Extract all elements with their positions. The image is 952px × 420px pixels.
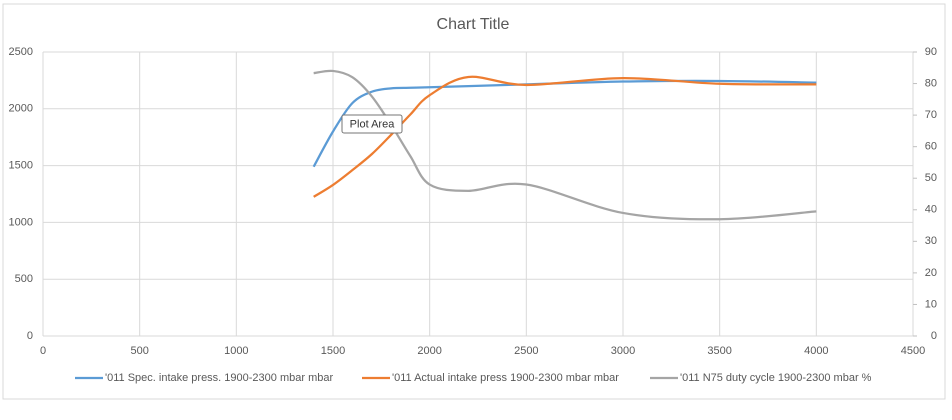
y-tick-label: 0 (27, 330, 33, 342)
x-tick-label: 3000 (611, 345, 635, 357)
y2-tick-label: 70 (925, 109, 937, 121)
legend-entry[interactable]: '011 Spec. intake press. 1900-2300 mbar … (75, 372, 333, 384)
x-tick-label: 4500 (901, 345, 925, 357)
series-line (312, 79, 817, 168)
y2-tick-label: 40 (925, 204, 937, 216)
series-line (313, 75, 817, 198)
tooltip-box (341, 114, 403, 134)
y2-tick-label: 30 (925, 235, 937, 247)
y2-tick-label: 60 (925, 141, 937, 153)
y2-tick-label: 20 (925, 267, 937, 279)
y2-tick-label: 10 (925, 298, 937, 310)
x-tick-label: 4000 (804, 345, 828, 357)
y-tick-label: 500 (15, 273, 33, 285)
y-tick-label: 2000 (9, 103, 33, 115)
y2-tick-label: 90 (925, 46, 937, 58)
legend-label: '011 Actual intake press 1900-2300 mbar … (392, 372, 619, 384)
legend-entry[interactable]: '011 N75 duty cycle 1900-2300 mbar % (650, 372, 872, 384)
x-tick-label: 500 (130, 345, 148, 357)
series-line (313, 69, 817, 221)
chart-title[interactable]: Chart Title (437, 16, 510, 33)
x-tick-label: 3500 (707, 345, 731, 357)
y2-tick-label: 80 (925, 77, 937, 89)
legend-entry[interactable]: '011 Actual intake press 1900-2300 mbar … (362, 372, 619, 384)
tooltip: Plot Area (341, 114, 403, 134)
x-tick-label: 0 (40, 345, 46, 357)
y-tick-label: 1500 (9, 160, 33, 172)
legend-label: '011 N75 duty cycle 1900-2300 mbar % (680, 372, 872, 384)
x-tick-label: 2000 (417, 345, 441, 357)
y2-tick-label: 50 (925, 172, 937, 184)
y-tick-label: 2500 (9, 46, 33, 58)
chart-area[interactable] (2, 3, 946, 400)
x-tick-label: 2500 (514, 345, 538, 357)
y-tick-label: 1000 (9, 216, 33, 228)
tooltip-text: Plot Area (350, 118, 396, 130)
x-tick-label: 1500 (321, 345, 345, 357)
x-tick-label: 1000 (224, 345, 248, 357)
y2-tick-label: 0 (931, 330, 937, 342)
legend-label: '011 Spec. intake press. 1900-2300 mbar … (105, 372, 333, 384)
